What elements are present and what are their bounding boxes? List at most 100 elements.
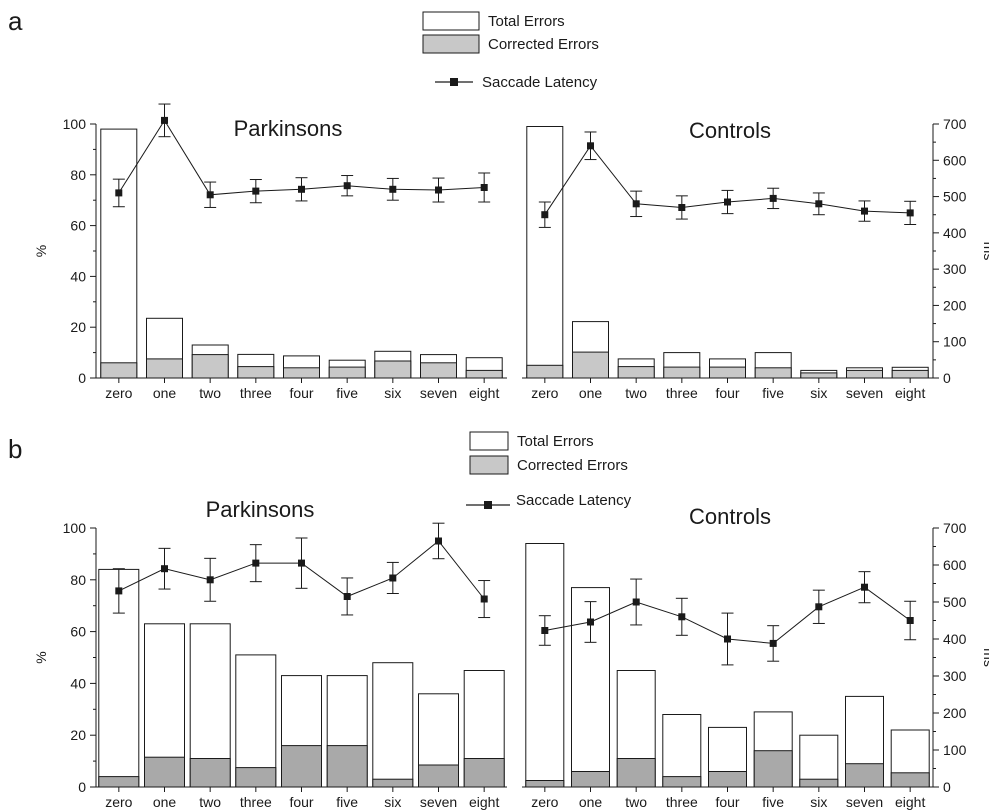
latency-point-four	[298, 185, 305, 193]
panel-letter-a: a	[8, 6, 23, 36]
legend-a-total-label: Total Errors	[488, 13, 565, 30]
x-tick-label-eight: eight	[895, 385, 925, 401]
legend-b-latency-marker	[484, 501, 492, 509]
y-tick-label-60: 60	[70, 218, 86, 234]
legend-b-corrected-label: Corrected Errors	[517, 457, 628, 474]
chart-a-controls: Controls zero one two three four five six seven e…	[522, 116, 989, 401]
x-tick-label-one: one	[579, 794, 603, 810]
bar-corrected-five	[326, 745, 368, 788]
bar-corrected-eight	[463, 758, 505, 788]
latency-point-two	[632, 598, 640, 606]
x-tick-label-three: three	[240, 385, 272, 401]
latency-point-seven	[861, 207, 868, 215]
x-tick-label-one: one	[579, 385, 603, 401]
y2-tick-label-300: 300	[943, 668, 967, 684]
bar-corrected-five	[328, 366, 366, 379]
legend-a-latency-marker	[450, 78, 458, 86]
latency-point-zero	[115, 587, 123, 595]
bar-corrected-eight	[465, 369, 503, 379]
chart-title: Parkinsons	[206, 497, 315, 522]
y-tick-label-20: 20	[70, 727, 86, 743]
bar-corrected-two	[189, 758, 231, 788]
legend-b-corrected-swatch	[469, 455, 509, 475]
bar-corrected-six	[374, 360, 412, 379]
x-tick-label-five: five	[762, 385, 784, 401]
y2-tick-label-400: 400	[943, 225, 967, 241]
bar-corrected-four	[709, 366, 746, 379]
x-tick-label-five: five	[762, 794, 784, 810]
y2-tick-label-0: 0	[943, 779, 951, 795]
x-tick-label-one: one	[153, 385, 177, 401]
x-tick-label-two: two	[199, 385, 221, 401]
latency-point-three	[678, 613, 686, 621]
legend-b-latency-label: Saccade Latency	[516, 492, 632, 509]
x-tick-label-seven: seven	[846, 794, 883, 810]
bar-corrected-seven	[846, 369, 883, 379]
bar-total-zero	[526, 126, 564, 379]
x-tick-label-zero: zero	[531, 385, 558, 401]
x-tick-label-five: five	[336, 385, 358, 401]
latency-point-five	[343, 593, 351, 600]
legend-a-corrected-label: Corrected Errors	[488, 36, 599, 53]
bar-corrected-one	[146, 358, 183, 379]
latency-point-two	[632, 200, 640, 208]
latency-point-five	[769, 194, 777, 202]
y2-tick-label-700: 700	[943, 116, 967, 132]
bar-corrected-five	[753, 750, 793, 788]
x-tick-label-eight: eight	[895, 794, 925, 810]
x-tick-label-two: two	[625, 385, 647, 401]
y2-tick-label-700: 700	[943, 520, 967, 536]
y-axis-label: %	[33, 651, 49, 663]
x-tick-label-three: three	[666, 794, 698, 810]
y2-tick-label-100: 100	[943, 742, 967, 758]
latency-point-one	[161, 565, 168, 573]
legend-b-total-swatch	[469, 431, 509, 451]
latency-point-five	[769, 639, 777, 647]
chart-b-controls: Controls zero one two three four five six seven e…	[522, 504, 989, 810]
y-tick-label-80: 80	[70, 167, 86, 183]
x-tick-label-six: six	[384, 385, 401, 401]
y-axis-label: %	[33, 245, 49, 257]
latency-point-zero	[541, 211, 549, 219]
y-tick-label-40: 40	[70, 675, 86, 691]
panel-letter-b: b	[8, 434, 22, 464]
y2-tick-label-100: 100	[943, 334, 967, 350]
legend-a: Total Errors Corrected Errors Saccade La…	[422, 11, 599, 91]
x-tick-label-seven: seven	[846, 385, 883, 401]
bar-corrected-two	[616, 758, 656, 788]
bar-corrected-zero	[100, 362, 138, 379]
y-tick-label-20: 20	[70, 319, 86, 335]
bar-corrected-two	[191, 354, 229, 379]
y2-tick-label-200: 200	[943, 297, 967, 313]
latency-point-six	[389, 185, 397, 193]
bar-corrected-zero	[98, 776, 140, 788]
chart-title: Parkinsons	[234, 116, 343, 141]
y-tick-label-0: 0	[78, 779, 86, 795]
latency-point-eight	[480, 595, 488, 603]
latency-point-seven	[435, 537, 442, 545]
chart-title: Controls	[689, 118, 771, 143]
bar-corrected-zero	[526, 364, 564, 379]
bar-total-six	[799, 734, 839, 788]
x-tick-label-eight: eight	[469, 385, 499, 401]
bar-total-zero	[100, 128, 138, 379]
y2-axis-label: ms	[981, 242, 989, 261]
bar-corrected-two	[617, 366, 655, 379]
chart-a-parkinsons: Parkinsons zero one two three four five six seve…	[33, 103, 507, 401]
latency-point-two	[206, 191, 214, 199]
latency-point-zero	[541, 627, 549, 634]
y2-tick-label-0: 0	[943, 370, 951, 386]
bar-corrected-one	[571, 771, 610, 788]
bar-corrected-one	[144, 756, 185, 788]
x-tick-label-six: six	[384, 794, 401, 810]
bar-corrected-zero	[525, 780, 565, 788]
bar-corrected-five	[754, 367, 792, 379]
x-tick-label-two: two	[199, 794, 221, 810]
x-tick-label-one: one	[153, 794, 177, 810]
x-tick-label-zero: zero	[105, 385, 132, 401]
bar-corrected-six	[372, 778, 414, 788]
latency-point-seven	[861, 583, 868, 591]
x-tick-label-six: six	[810, 794, 827, 810]
latency-point-three	[252, 559, 260, 567]
x-tick-label-three: three	[666, 385, 698, 401]
